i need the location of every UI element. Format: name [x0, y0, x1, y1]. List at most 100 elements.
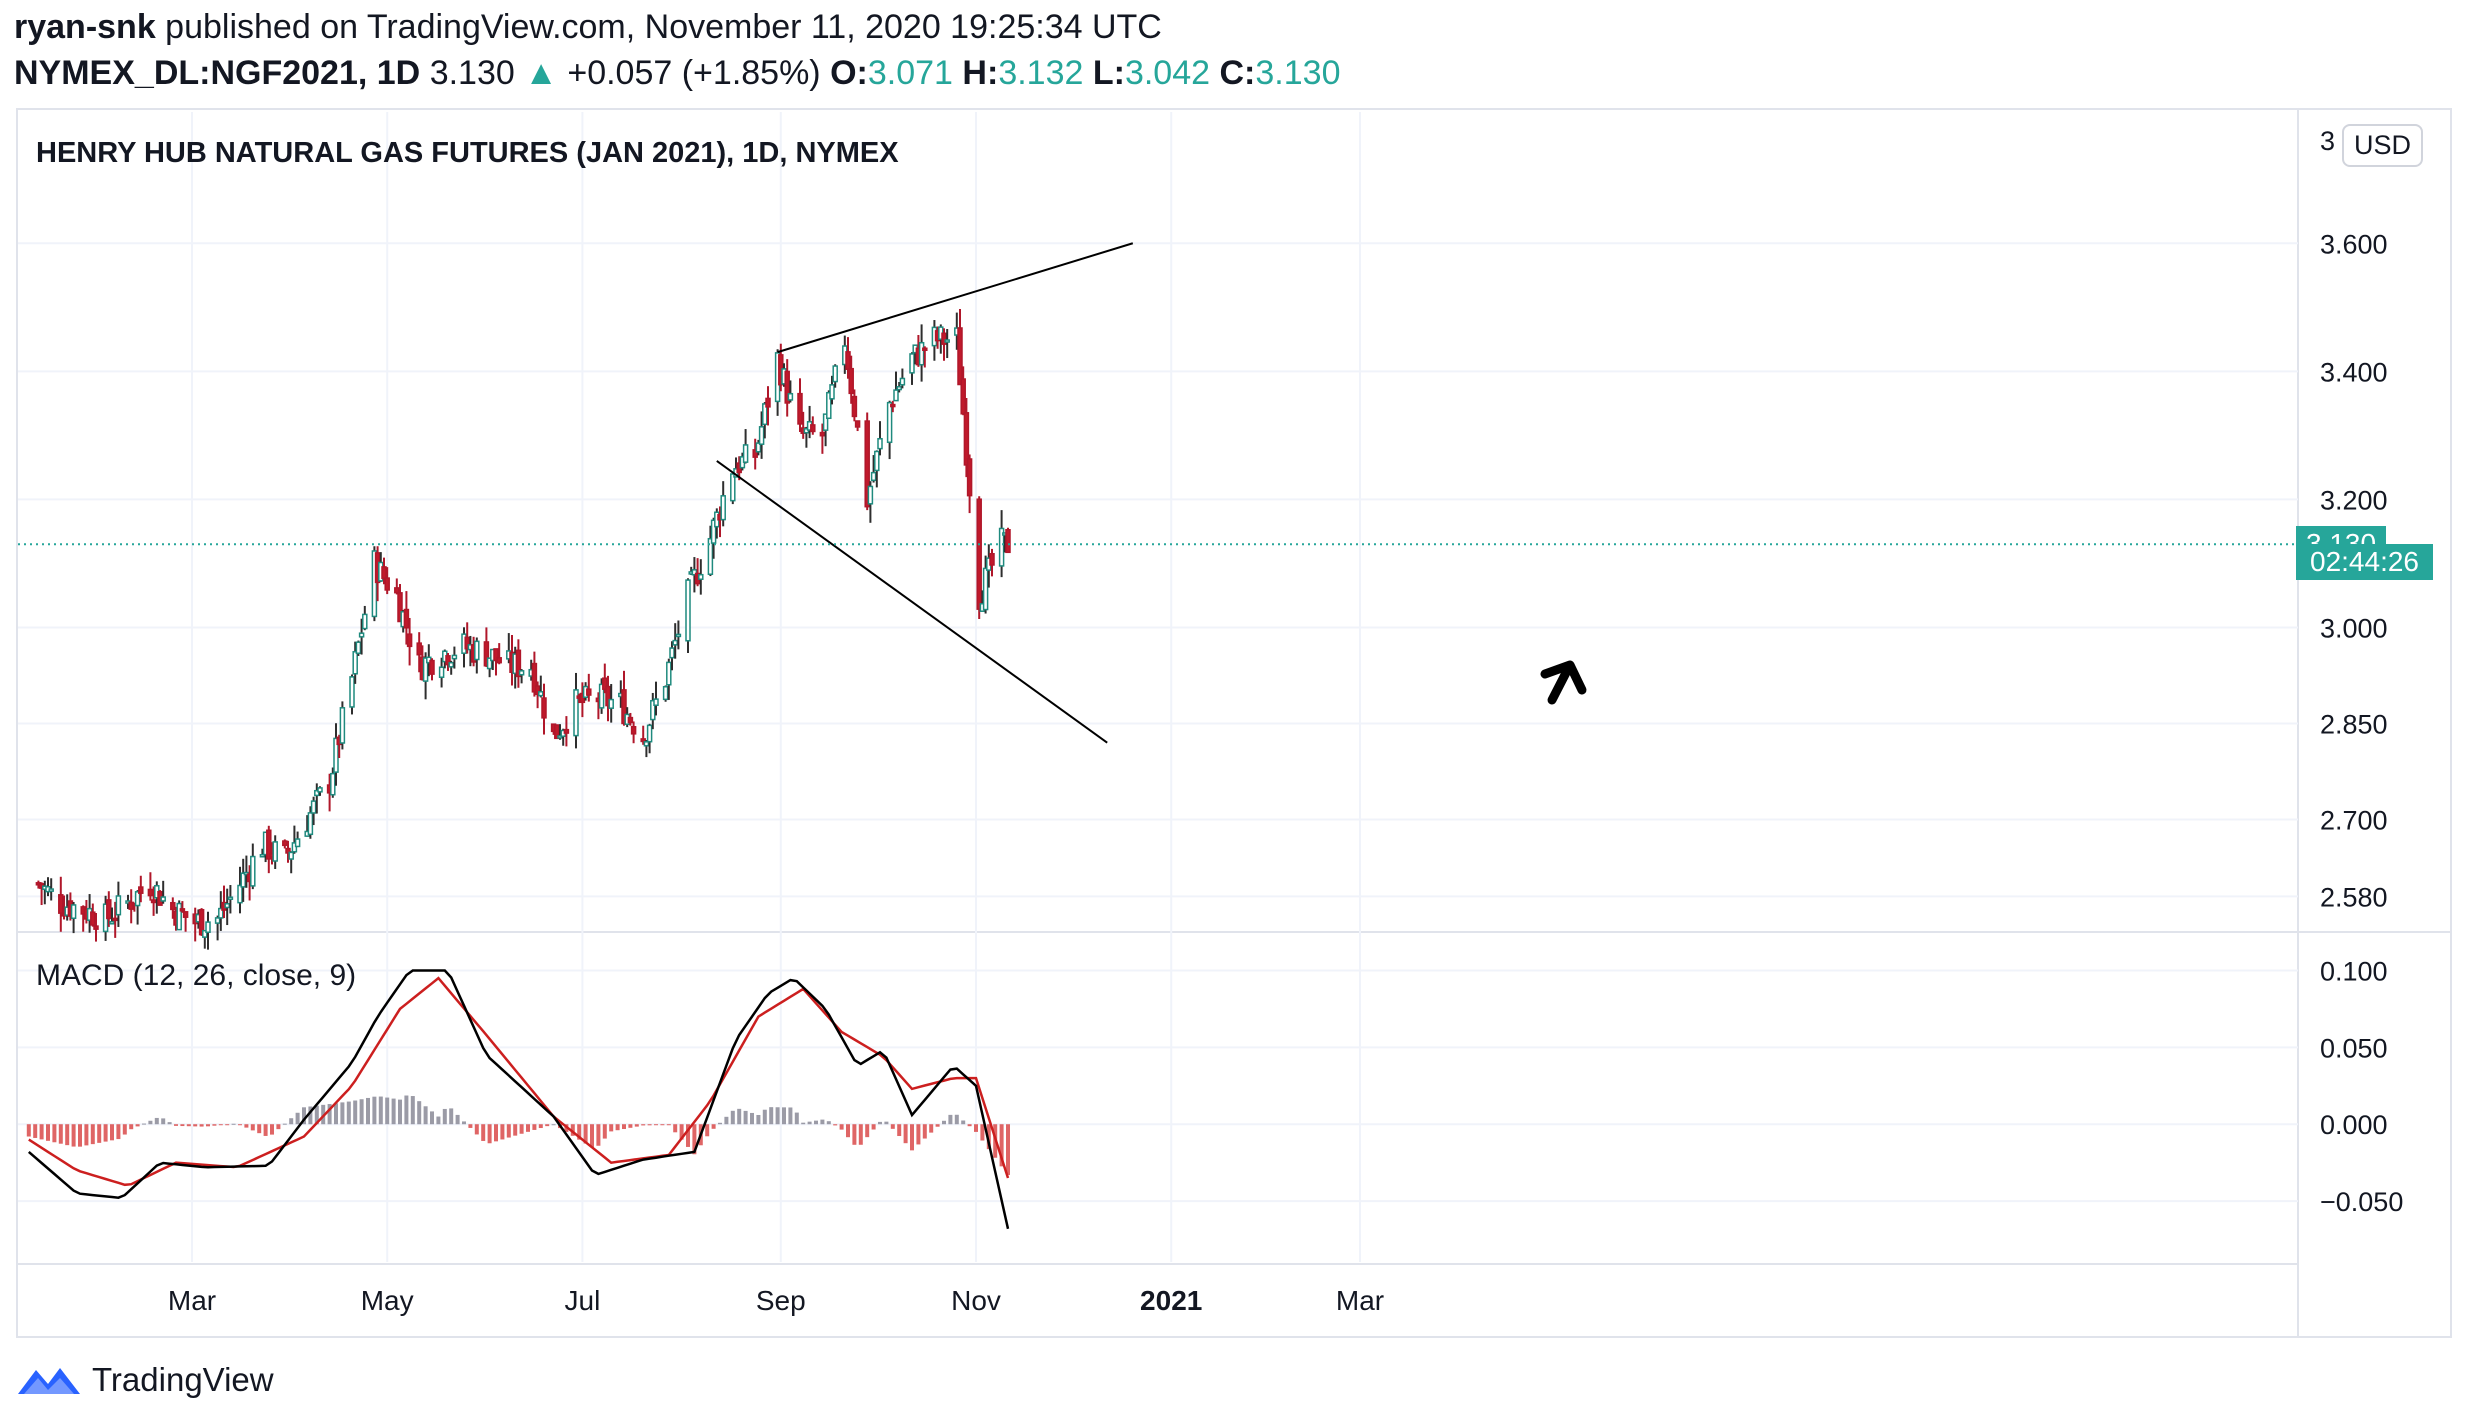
candle [797, 392, 803, 425]
macd-histogram-bar [750, 1112, 754, 1125]
candle [752, 449, 758, 458]
macd-histogram-bar [71, 1124, 76, 1147]
candle [106, 899, 112, 920]
macd-histogram-bar [769, 1107, 774, 1125]
candle [710, 519, 717, 544]
candle [765, 397, 771, 408]
price-tick-label: 3.600 [2320, 229, 2388, 259]
candle [944, 339, 950, 343]
candle [998, 527, 1005, 567]
chart-frame [16, 108, 2452, 1338]
macd-histogram-bar [161, 1118, 166, 1125]
time-tick-label: 2021 [1140, 1285, 1202, 1316]
candle [627, 716, 634, 724]
macd-histogram-bar [596, 1124, 601, 1146]
candle [147, 888, 154, 897]
macd-histogram-bar [910, 1124, 914, 1151]
macd-tick-label: 0.000 [2320, 1110, 2388, 1140]
candle [134, 891, 141, 907]
macd-histogram-bar [724, 1116, 729, 1125]
macd-histogram-bar [410, 1096, 415, 1125]
candle [451, 654, 458, 660]
tradingview-logo-icon [18, 1368, 80, 1394]
publish-text: published on TradingView.com, November 1… [155, 8, 1162, 46]
macd-histogram-bar [647, 1124, 652, 1126]
candle [358, 632, 365, 638]
candle [598, 683, 605, 709]
macd-histogram-bar [225, 1124, 230, 1126]
macd-histogram-bar [878, 1121, 882, 1125]
macd-histogram-bar [26, 1124, 31, 1137]
macd-histogram-bar [295, 1112, 300, 1125]
candle [730, 473, 736, 502]
candle [445, 655, 451, 666]
arrow-annotation-icon[interactable] [1540, 660, 1587, 705]
macd-histogram-bar [679, 1124, 684, 1140]
currency-button[interactable]: USD [2342, 124, 2424, 167]
candle [909, 353, 915, 374]
candle [218, 907, 224, 919]
macd-histogram-bar [366, 1097, 370, 1125]
tradingview-logo[interactable]: TradingView [16, 1360, 274, 1400]
trendline-upper-resistance[interactable] [777, 242, 1134, 354]
candle [538, 691, 544, 697]
macd-histogram-bar [206, 1124, 210, 1127]
macd-histogram-bar [302, 1107, 306, 1125]
candle [515, 649, 522, 678]
candle [438, 666, 445, 678]
candle [531, 662, 538, 693]
macd-histogram-bar [474, 1124, 479, 1135]
macd-histogram-bar [129, 1124, 134, 1130]
macd-histogram-bar [449, 1108, 454, 1125]
candle [848, 367, 854, 395]
candle [698, 573, 704, 580]
macd-histogram-bar [90, 1124, 95, 1145]
publisher-name[interactable]: ryan-snk [14, 8, 156, 46]
open-label: O: [830, 54, 868, 92]
macd-histogram-bar [686, 1124, 690, 1147]
trendline-lower-support[interactable] [716, 460, 1108, 744]
macd-histogram-bar [718, 1122, 722, 1125]
candle [707, 537, 714, 575]
macd-tick-label: 0.100 [2320, 956, 2388, 986]
bar-countdown-tag: 02:44:26 [2296, 544, 2433, 580]
candle [963, 412, 970, 466]
macd-histogram-bar [334, 1103, 338, 1125]
macd-histogram-bar [455, 1114, 460, 1125]
candle [787, 392, 794, 401]
candle [384, 577, 390, 591]
candle [339, 707, 346, 744]
macd-histogram-bar [199, 1124, 204, 1127]
macd-histogram-bar [922, 1124, 927, 1139]
macd-histogram-bar [609, 1124, 614, 1132]
macd-histogram-bar [276, 1124, 281, 1130]
macd-histogram-bar [666, 1124, 671, 1126]
publish-info: ryan-snk published on TradingView.com, N… [14, 8, 1162, 47]
candle [176, 902, 182, 931]
macd-histogram-bar [122, 1124, 127, 1135]
price-tick-label: 2.700 [2320, 806, 2388, 836]
candle [138, 886, 144, 894]
candle [918, 341, 925, 366]
candle [822, 413, 829, 431]
macd-histogram-bar [801, 1122, 806, 1125]
macd-histogram-bar [846, 1124, 850, 1138]
candle [650, 699, 656, 721]
candle [112, 917, 118, 922]
candle [662, 685, 669, 701]
macd-histogram-bar [33, 1124, 38, 1138]
macd-histogram-bar [282, 1123, 287, 1125]
macd-histogram-bar [270, 1124, 274, 1135]
candle [272, 841, 278, 862]
macd-histogram-bar [257, 1124, 262, 1134]
macd-histogram-bar [942, 1120, 946, 1125]
candle [653, 698, 659, 706]
candle [608, 698, 614, 709]
macd-histogram-bar [1006, 1124, 1010, 1175]
macd-histogram-bar [730, 1110, 735, 1125]
candle [899, 377, 906, 386]
macd-histogram-bar [353, 1100, 358, 1125]
candle [205, 921, 211, 933]
macd-histogram-bar [807, 1121, 812, 1125]
